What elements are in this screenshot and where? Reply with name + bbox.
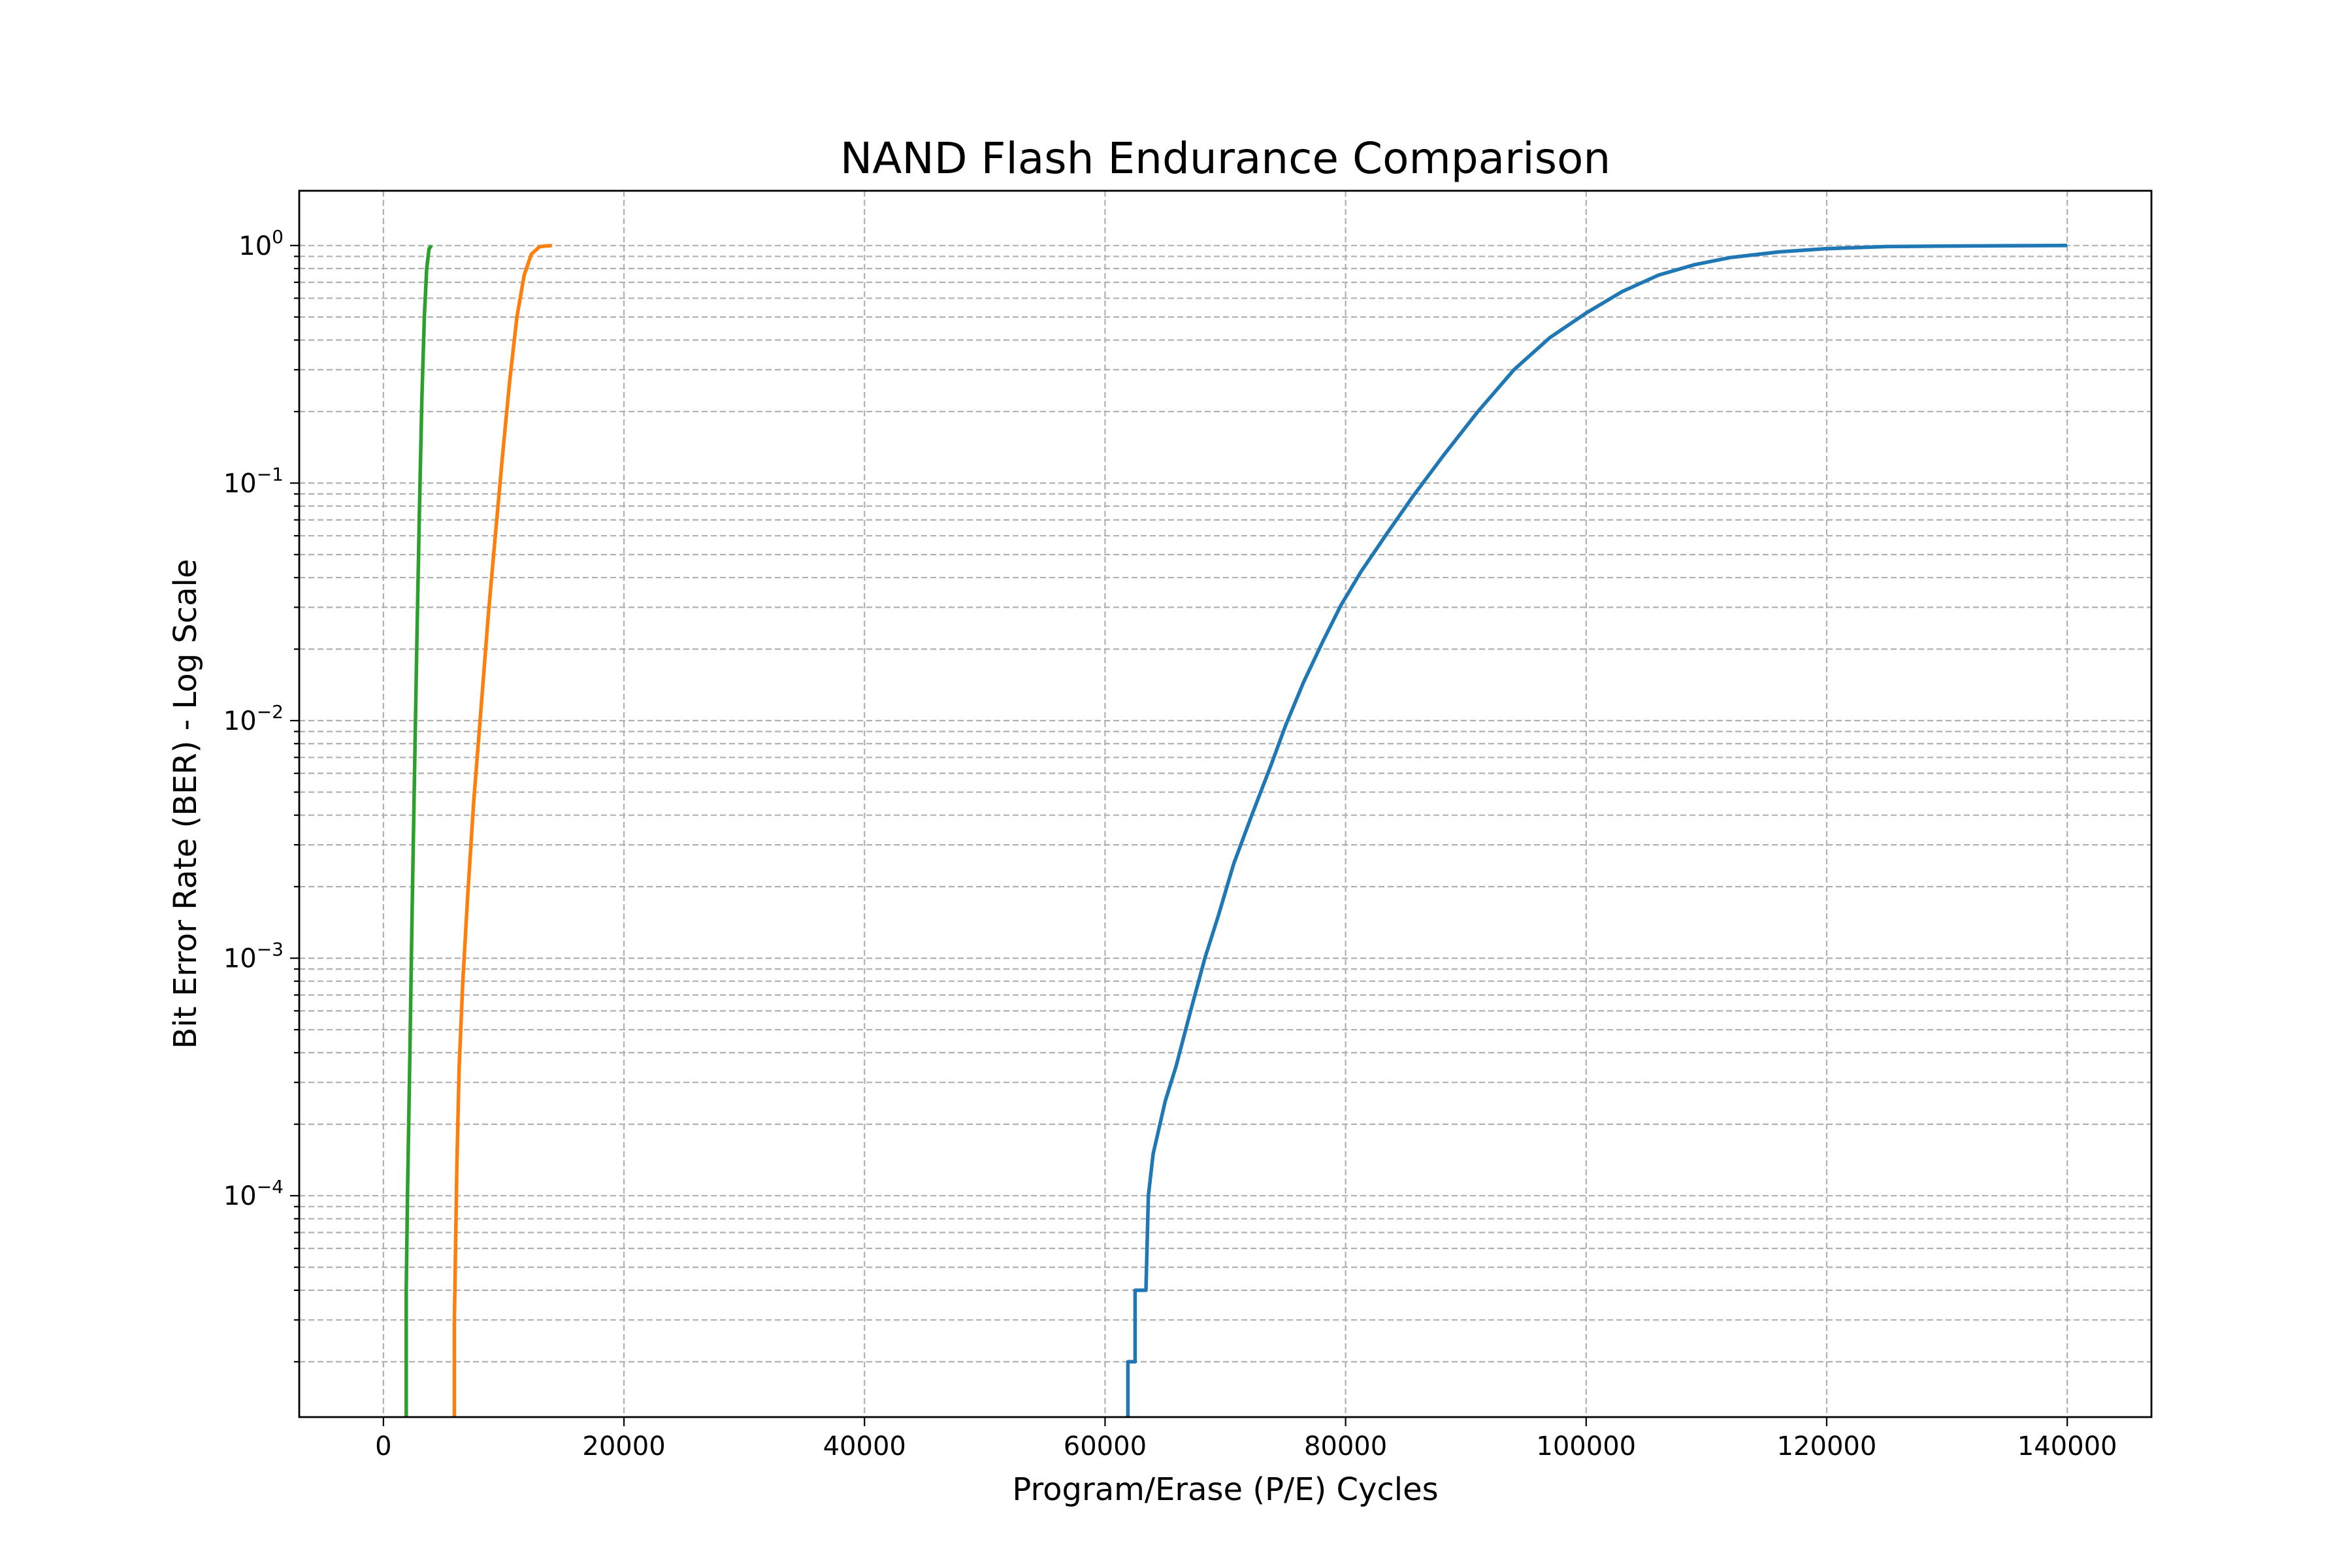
x-axis-label: Program/Erase (P/E) Cycles xyxy=(1012,1471,1438,1508)
x-axis-ticks: 0 20000 40000 60000 80000 100000 120000 140000 xyxy=(375,1417,2117,1462)
y-tick-label: 10−4 xyxy=(223,1176,284,1211)
y-tick-label: 10−1 xyxy=(223,463,284,498)
x-tick-label: 100000 xyxy=(1536,1431,1636,1462)
x-tick-label: 0 xyxy=(375,1431,391,1462)
x-tick-label: 140000 xyxy=(2017,1431,2117,1462)
y-tick-label: 10−2 xyxy=(223,701,284,736)
x-tick-label: 120000 xyxy=(1777,1431,1877,1462)
x-tick-label: 60000 xyxy=(1064,1431,1147,1462)
y-axis-label: Bit Error Rate (BER) - Log Scale xyxy=(167,559,204,1049)
series-line-1 xyxy=(1126,244,2068,1417)
series-line-2 xyxy=(452,244,552,1417)
y-tick-label: 10−3 xyxy=(223,939,284,974)
y-axis-ticks: 100 10−1 10−2 10−3 10−4 xyxy=(223,226,299,1363)
plot-frame xyxy=(298,189,2153,1418)
y-tick-label: 100 xyxy=(238,226,284,261)
series-line-3 xyxy=(404,244,433,1417)
x-tick-label: 20000 xyxy=(582,1431,665,1462)
x-tick-label: 80000 xyxy=(1304,1431,1387,1462)
grid xyxy=(299,191,2151,1417)
series-layer xyxy=(404,244,2068,1417)
chart-title: NAND Flash Endurance Comparison xyxy=(840,133,1610,184)
x-tick-label: 40000 xyxy=(823,1431,906,1462)
